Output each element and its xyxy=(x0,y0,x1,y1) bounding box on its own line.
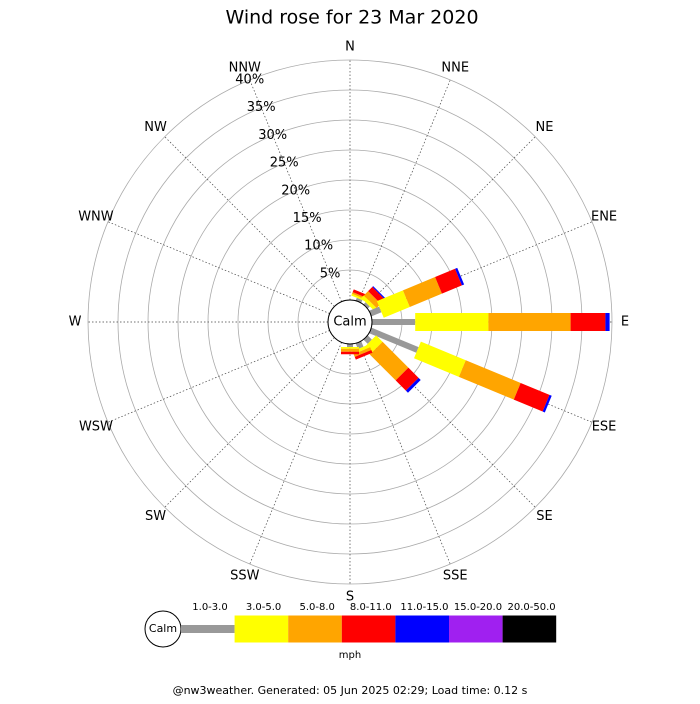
wind-segment xyxy=(413,341,466,377)
wind-segment xyxy=(341,348,359,352)
spoke xyxy=(358,79,451,302)
spoke xyxy=(107,221,330,314)
grid-ring xyxy=(87,59,613,585)
direction-label: WNW xyxy=(78,209,114,224)
legend-label: 5.0-8.0 xyxy=(299,602,334,613)
spoke xyxy=(164,136,335,307)
wind-segment xyxy=(363,335,372,344)
wind-segment xyxy=(372,319,416,325)
wind-segment xyxy=(355,297,363,303)
r-tick-label: 40% xyxy=(235,72,264,87)
wind-segment xyxy=(347,344,353,347)
chart-title: Wind rose for 23 Mar 2020 xyxy=(225,7,478,29)
wind-segment xyxy=(369,341,409,381)
direction-label: NE xyxy=(535,120,553,135)
wind-segment xyxy=(513,382,550,412)
legend-label: 8.0-11.0 xyxy=(350,602,392,613)
r-tick-label: 15% xyxy=(293,211,322,226)
direction-label: NW xyxy=(144,120,167,135)
legend-unit: mph xyxy=(339,650,361,661)
legend-swatch xyxy=(395,615,449,643)
wind-segment xyxy=(353,347,372,357)
direction-label: SE xyxy=(536,509,552,524)
wind-segment xyxy=(395,367,419,391)
wind-segment xyxy=(341,351,359,355)
wind-segment xyxy=(363,302,370,309)
calm-circle xyxy=(327,299,373,345)
r-tick-label: 5% xyxy=(320,266,341,281)
calm-label: Calm xyxy=(333,315,366,330)
legend-swatch xyxy=(234,615,289,643)
direction-label: SSE xyxy=(443,569,468,584)
direction-label: NNE xyxy=(441,60,469,75)
spoke xyxy=(249,79,342,302)
wind-segment xyxy=(405,377,421,393)
direction-label: N xyxy=(345,40,355,55)
legend-label: 20.0-50.0 xyxy=(508,602,556,613)
wind-segment xyxy=(369,306,382,317)
wind-segment xyxy=(488,313,571,331)
wind-segment xyxy=(455,267,465,286)
legend-swatch xyxy=(449,615,503,643)
wind-segment xyxy=(361,295,377,311)
wind-segment xyxy=(570,313,606,331)
direction-label: SSW xyxy=(230,569,260,584)
wind-segment xyxy=(435,268,462,294)
direction-label: WSW xyxy=(79,420,113,435)
wind-segment xyxy=(402,277,442,307)
direction-label: ESE xyxy=(592,420,617,435)
wind-segment xyxy=(354,349,373,360)
wind-segment xyxy=(341,347,359,349)
wind-segment xyxy=(363,291,381,309)
r-tick-label: 20% xyxy=(281,183,310,198)
r-tick-label: 35% xyxy=(247,100,276,115)
wind-segment xyxy=(372,286,386,300)
direction-label: ENE xyxy=(591,209,617,224)
legend-swatch xyxy=(341,615,396,643)
spoke xyxy=(249,342,342,565)
spoke xyxy=(107,330,330,423)
r-tick-label: 10% xyxy=(304,239,333,254)
r-tick-label: 30% xyxy=(258,128,287,143)
legend-label: 11.0-15.0 xyxy=(400,602,448,613)
legend-swatch xyxy=(181,625,235,633)
footer: @nw3weather. Generated: 05 Jun 2025 02:2… xyxy=(173,684,528,697)
wind-segment xyxy=(605,313,610,331)
legend-swatch xyxy=(502,615,557,643)
legend-label: 3.0-5.0 xyxy=(246,602,281,613)
r-tick-label: 25% xyxy=(270,156,299,171)
direction-label: SW xyxy=(145,509,166,524)
wind-segment xyxy=(458,360,521,400)
direction-label: W xyxy=(69,315,82,330)
wind-segment xyxy=(542,394,552,413)
direction-label: E xyxy=(621,315,629,330)
legend-label: 15.0-20.0 xyxy=(454,602,502,613)
direction-label: NNW xyxy=(229,60,261,75)
direction-label: S xyxy=(346,590,354,605)
legend-swatch xyxy=(288,615,342,643)
spoke xyxy=(164,337,335,508)
wind-segment xyxy=(415,313,489,331)
spoke xyxy=(365,136,536,307)
wind-segment xyxy=(376,290,410,318)
wind-segment xyxy=(369,327,419,353)
legend-calm-label: Calm xyxy=(149,622,177,635)
spoke xyxy=(358,342,451,565)
legend-label: 1.0-3.0 xyxy=(192,602,227,613)
